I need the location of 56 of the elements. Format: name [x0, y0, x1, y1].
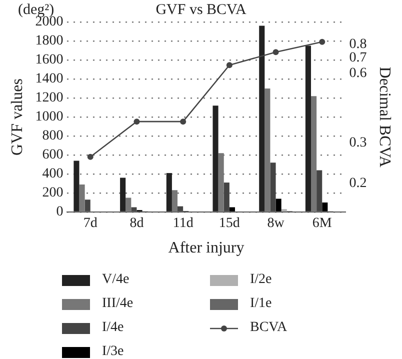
point	[180, 118, 186, 125]
legend-label: BCVA	[250, 320, 288, 336]
legend-label: I/4e	[102, 320, 124, 336]
bar	[126, 198, 132, 212]
y-tick-label: 600	[42, 148, 64, 163]
legend-label: III/4e	[102, 296, 134, 312]
bar	[212, 106, 218, 212]
x-tick-label: 11d	[172, 216, 194, 232]
x-tick-label: 15d	[218, 216, 240, 232]
chart-title: GVF vs BCVA	[156, 2, 246, 18]
bar	[131, 207, 137, 212]
y-tick-label: 1200	[35, 90, 64, 106]
bar	[224, 182, 230, 212]
x-axis-title: After injury	[168, 240, 244, 257]
bar	[178, 206, 184, 212]
bar	[229, 207, 235, 212]
legend-label: I/3e	[102, 344, 124, 359]
bar	[74, 160, 80, 212]
bar	[322, 202, 328, 212]
point	[226, 62, 232, 68]
y2-tick-label: 0.2	[349, 176, 367, 191]
bar	[259, 26, 265, 212]
y2-tick-label: 0.7	[349, 50, 367, 66]
x-tick-label: 8w	[267, 216, 286, 232]
bar	[311, 96, 317, 212]
y-tick-label: 1000	[35, 110, 64, 125]
y-tick-label: 800	[42, 128, 64, 144]
point	[319, 38, 326, 45]
bar	[270, 162, 276, 212]
y-tick-label: 400	[42, 166, 64, 182]
bar	[166, 173, 172, 212]
y-tick-label: 1600	[35, 52, 64, 68]
y2-axis-title: Decimal BCVA	[376, 66, 394, 168]
legend-label: V/4e	[102, 272, 130, 288]
point	[272, 49, 279, 56]
y-axis-title: GVF values	[8, 78, 26, 156]
y-tick-label: 200	[42, 186, 64, 201]
y2-tick-label: 0.6	[349, 66, 367, 81]
bar	[264, 88, 270, 212]
point	[134, 118, 140, 125]
bar	[120, 178, 126, 212]
x-tick-label: 8d	[130, 216, 144, 232]
y2-tick-label: 0.3	[349, 135, 367, 150]
bar	[305, 46, 311, 212]
bar	[316, 170, 322, 212]
x-tick-label: 6M	[312, 216, 332, 232]
legend-label: I/2e	[250, 272, 272, 288]
y-tick-label: 1800	[35, 34, 64, 49]
point	[87, 154, 94, 160]
legend-label: I/1e	[250, 296, 272, 312]
bar	[84, 200, 90, 212]
y2-tick-label: 0.8	[349, 37, 367, 52]
bar	[276, 198, 282, 212]
y-tick-label: 1400	[35, 72, 64, 87]
y-tick-label: 0	[56, 204, 64, 220]
x-tick-label: 7d	[83, 216, 98, 232]
